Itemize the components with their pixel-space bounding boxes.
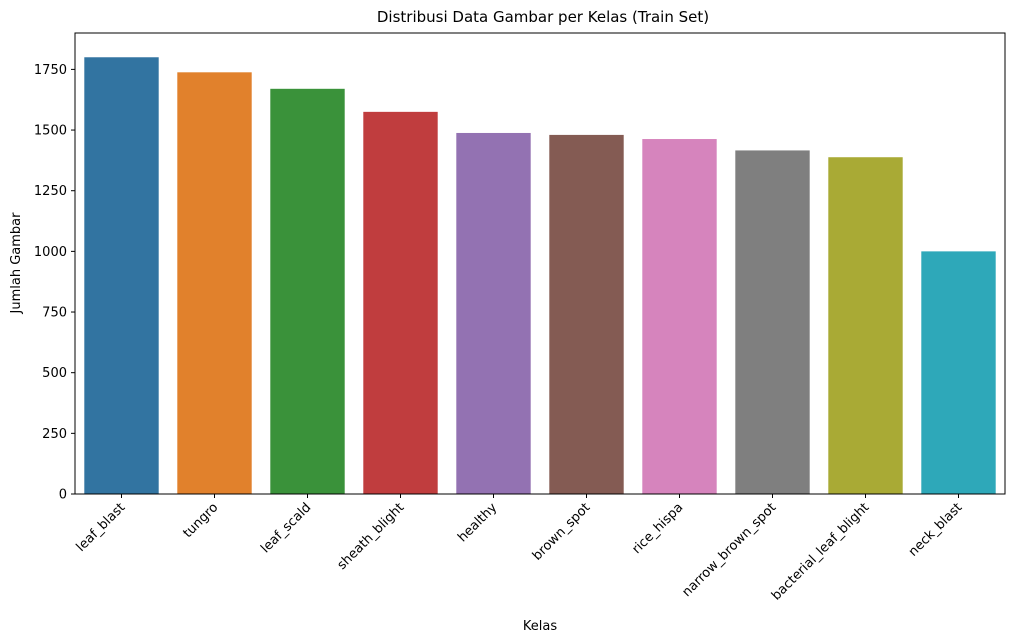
bar-brown-spot [549, 134, 624, 494]
bar-tungro [177, 72, 252, 495]
x-tick-label: narrow_brown_spot [679, 500, 779, 600]
x-tick-label: tungro [180, 500, 221, 541]
y-axis: 0 250 500 750 1000 1250 1500 1750 [34, 63, 75, 503]
x-tick-label: bacterial_leaf_blight [769, 500, 872, 603]
bar-sheath-blight [363, 111, 438, 495]
y-tick-label: 1750 [34, 63, 67, 78]
x-tick-label: leaf_scald [258, 500, 314, 556]
x-tick-label: brown_spot [530, 500, 593, 563]
bar-neck-blast [921, 251, 996, 494]
y-tick-label: 1000 [34, 245, 67, 260]
y-tick-label: 1250 [34, 184, 67, 199]
y-axis-label: Jumlah Gambar [9, 212, 24, 315]
x-tick-label: rice_hispa [629, 500, 686, 557]
bar-leaf-scald [270, 88, 345, 494]
y-tick-label: 0 [59, 488, 67, 503]
y-tick-label: 1500 [34, 124, 67, 139]
bar-rice-hispa [642, 139, 717, 494]
bar-bacterial-leaf-blight [828, 157, 903, 495]
x-axis: leaf_blast tungro leaf_scald sheath_blight h… [74, 494, 965, 604]
plot-frame [74, 32, 1006, 495]
x-tick-label: healthy [455, 500, 500, 545]
y-tick-label: 500 [42, 366, 67, 381]
x-tick-label: neck_blast [906, 500, 965, 559]
chart-title: Distribusi Data Gambar per Kelas (Train … [377, 8, 709, 26]
bars-group [84, 57, 996, 495]
x-axis-label: Kelas [523, 619, 557, 634]
bar-leaf-blast [84, 57, 159, 495]
y-tick-label: 750 [42, 306, 67, 321]
bar-healthy [456, 132, 531, 494]
x-tick-label: sheath_blight [335, 500, 408, 573]
bar-narrow-brown-spot [735, 150, 810, 494]
y-tick-label: 250 [42, 427, 67, 442]
x-tick-label: leaf_blast [74, 500, 129, 555]
